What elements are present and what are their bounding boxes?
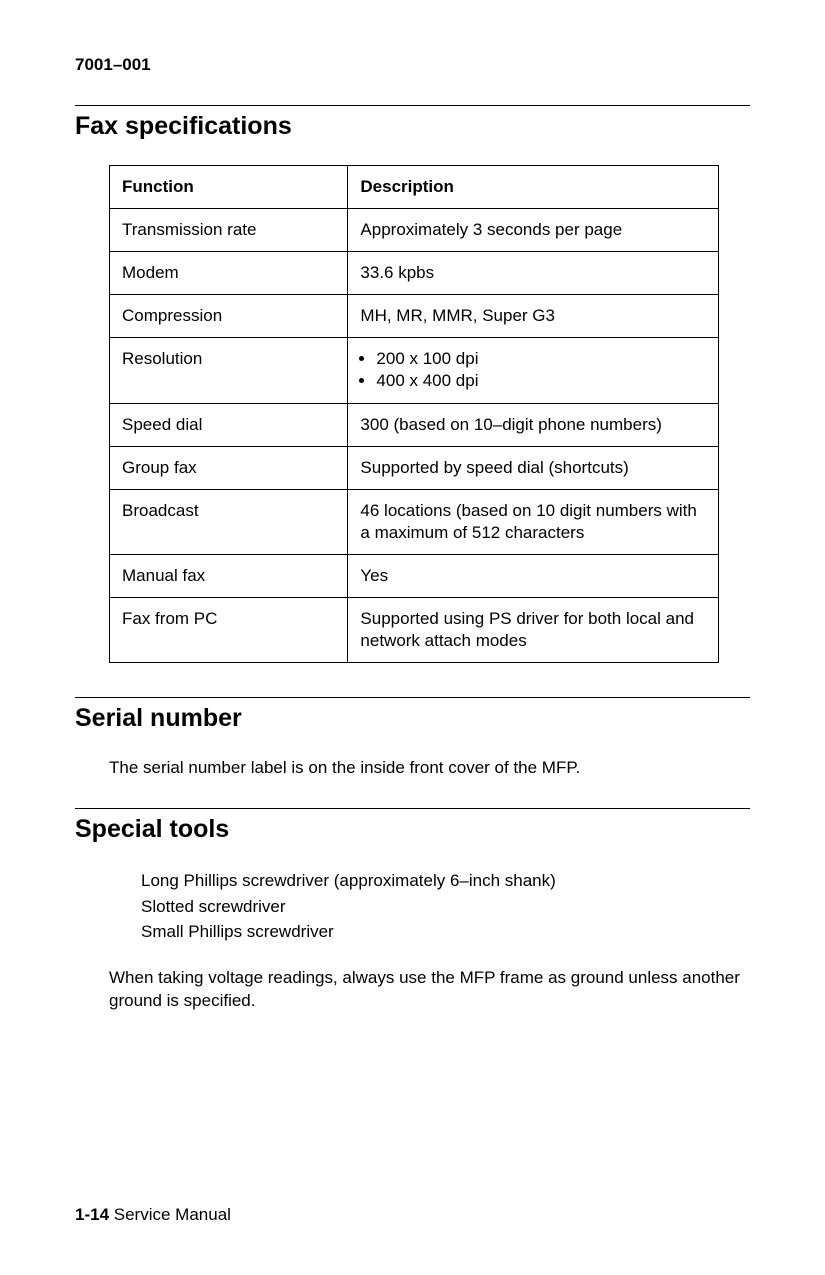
table-row: Manual faxYes bbox=[110, 554, 719, 597]
table-cell-description: 33.6 kpbs bbox=[348, 252, 719, 295]
fax-spec-heading: Fax specifications bbox=[75, 112, 750, 141]
table-row: CompressionMH, MR, MMR, Super G3 bbox=[110, 295, 719, 338]
list-item: 200 x 100 dpi bbox=[376, 348, 706, 370]
list-item: 400 x 400 dpi bbox=[376, 370, 706, 392]
table-row: Modem33.6 kpbs bbox=[110, 252, 719, 295]
table-cell-function: Resolution bbox=[110, 338, 348, 403]
tools-heading: Special tools bbox=[75, 815, 750, 844]
footer-label-text: Service Manual bbox=[114, 1205, 231, 1224]
table-cell-description: Approximately 3 seconds per page bbox=[348, 209, 719, 252]
section-rule bbox=[75, 697, 750, 698]
table-cell-function: Manual fax bbox=[110, 554, 348, 597]
table-row: Fax from PCSupported using PS driver for… bbox=[110, 598, 719, 663]
table-row: Resolution200 x 100 dpi400 x 400 dpi bbox=[110, 338, 719, 403]
tools-note: When taking voltage readings, always use… bbox=[109, 967, 750, 1013]
list-item: Small Phillips screwdriver bbox=[141, 919, 750, 945]
serial-heading: Serial number bbox=[75, 704, 750, 733]
table-row: Broadcast46 locations (based on 10 digit… bbox=[110, 489, 719, 554]
table-header-function: Function bbox=[110, 166, 348, 209]
table-cell-description: 300 (based on 10–digit phone numbers) bbox=[348, 403, 719, 446]
serial-text: The serial number label is on the inside… bbox=[109, 757, 750, 780]
table-cell-description: Yes bbox=[348, 554, 719, 597]
table-cell-function: Group fax bbox=[110, 446, 348, 489]
list-item: Slotted screwdriver bbox=[141, 894, 750, 920]
page-footer: 1-14 Service Manual bbox=[75, 1205, 231, 1225]
table-cell-function: Compression bbox=[110, 295, 348, 338]
table-cell-function: Transmission rate bbox=[110, 209, 348, 252]
table-cell-function: Broadcast bbox=[110, 489, 348, 554]
table-row: Transmission rateApproximately 3 seconds… bbox=[110, 209, 719, 252]
table-cell-description: 46 locations (based on 10 digit numbers … bbox=[348, 489, 719, 554]
document-number: 7001–001 bbox=[75, 55, 750, 75]
fax-spec-table: Function Description Transmission rateAp… bbox=[109, 165, 719, 663]
table-row: Speed dial300 (based on 10–digit phone n… bbox=[110, 403, 719, 446]
table-cell-description: MH, MR, MMR, Super G3 bbox=[348, 295, 719, 338]
table-cell-description: Supported using PS driver for both local… bbox=[348, 598, 719, 663]
list-item: Long Phillips screwdriver (approximately… bbox=[141, 868, 750, 894]
table-row: Group faxSupported by speed dial (shortc… bbox=[110, 446, 719, 489]
table-header-description: Description bbox=[348, 166, 719, 209]
page-number: 1-14 bbox=[75, 1205, 109, 1224]
section-rule bbox=[75, 808, 750, 809]
table-cell-description: Supported by speed dial (shortcuts) bbox=[348, 446, 719, 489]
table-cell-description: 200 x 100 dpi400 x 400 dpi bbox=[348, 338, 719, 403]
tool-list: Long Phillips screwdriver (approximately… bbox=[141, 868, 750, 945]
table-cell-function: Speed dial bbox=[110, 403, 348, 446]
section-rule bbox=[75, 105, 750, 106]
table-cell-function: Fax from PC bbox=[110, 598, 348, 663]
table-cell-function: Modem bbox=[110, 252, 348, 295]
